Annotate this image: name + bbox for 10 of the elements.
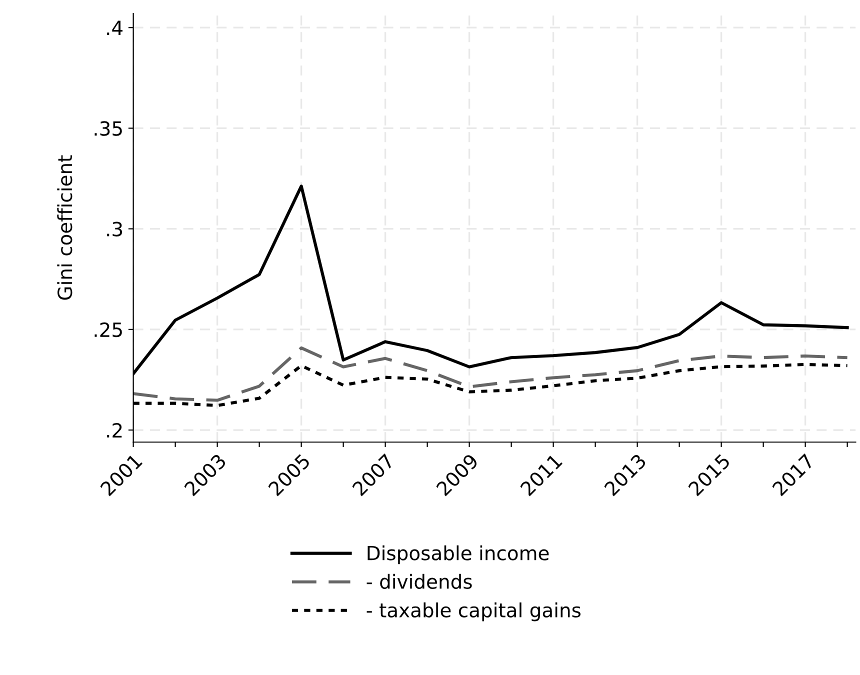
y-tick-label: .3 [107, 222, 122, 236]
y-tick-label: .2 [107, 423, 122, 438]
y-tick-label: .35 [94, 121, 122, 136]
y-tick-label: .4 [107, 20, 122, 35]
legend-label: - taxable capital gains [366, 602, 581, 622]
legend-label: Disposable income [368, 545, 549, 564]
legend-label: - dividends [366, 574, 472, 589]
y-tick-label: .25 [94, 322, 122, 338]
line-series [133, 346, 849, 402]
y-axis-title: Gini coefficient [57, 155, 72, 300]
